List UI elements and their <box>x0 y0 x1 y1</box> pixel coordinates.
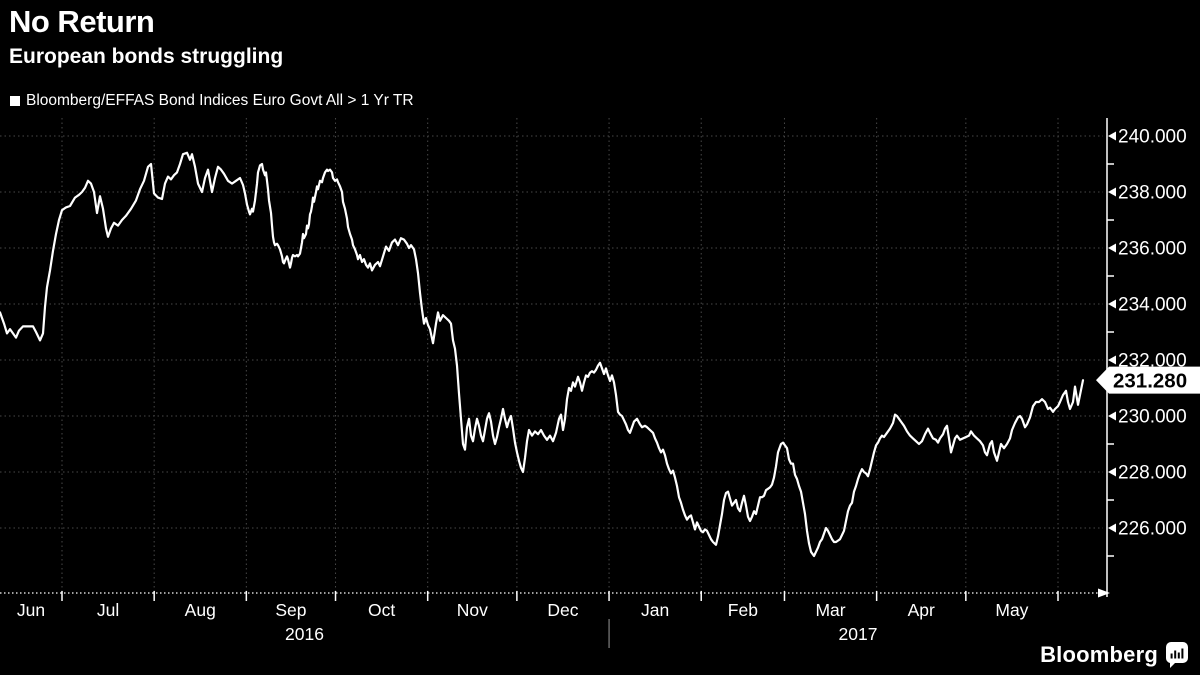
svg-text:Oct: Oct <box>368 600 395 620</box>
svg-text:Jun: Jun <box>17 600 45 620</box>
svg-text:236.000: 236.000 <box>1118 239 1187 260</box>
svg-text:228.000: 228.000 <box>1118 463 1187 484</box>
svg-text:Feb: Feb <box>728 600 758 620</box>
page-title: No Return <box>9 4 155 39</box>
svg-text:234.000: 234.000 <box>1118 295 1187 316</box>
svg-text:Nov: Nov <box>457 600 488 620</box>
svg-text:232.000: 232.000 <box>1118 351 1187 372</box>
svg-text:231.280: 231.280 <box>1113 370 1187 393</box>
bloomberg-wordmark: Bloomberg <box>1040 642 1158 667</box>
svg-text:Aug: Aug <box>185 600 216 620</box>
bloomberg-branding: Bloomberg <box>1040 642 1188 668</box>
svg-text:Apr: Apr <box>908 600 935 620</box>
legend-series-label: Bloomberg/EFFAS Bond Indices Euro Govt A… <box>26 92 414 109</box>
svg-text:238.000: 238.000 <box>1118 183 1187 204</box>
svg-text:Dec: Dec <box>547 600 578 620</box>
svg-text:May: May <box>995 600 1028 620</box>
svg-text:2017: 2017 <box>839 624 878 644</box>
svg-text:226.000: 226.000 <box>1118 519 1187 540</box>
legend-square-marker-icon <box>10 96 20 106</box>
svg-text:Sep: Sep <box>275 600 306 620</box>
svg-text:Mar: Mar <box>815 600 845 620</box>
page-subtitle: European bonds struggling <box>9 45 284 68</box>
svg-text:240.000: 240.000 <box>1118 127 1187 148</box>
svg-text:Jul: Jul <box>97 600 119 620</box>
bloomberg-logo-icon <box>1166 642 1188 668</box>
svg-text:2016: 2016 <box>285 624 324 644</box>
svg-text:230.000: 230.000 <box>1118 407 1187 428</box>
chart-legend: Bloomberg/EFFAS Bond Indices Euro Govt A… <box>10 92 414 110</box>
svg-text:Jan: Jan <box>641 600 669 620</box>
